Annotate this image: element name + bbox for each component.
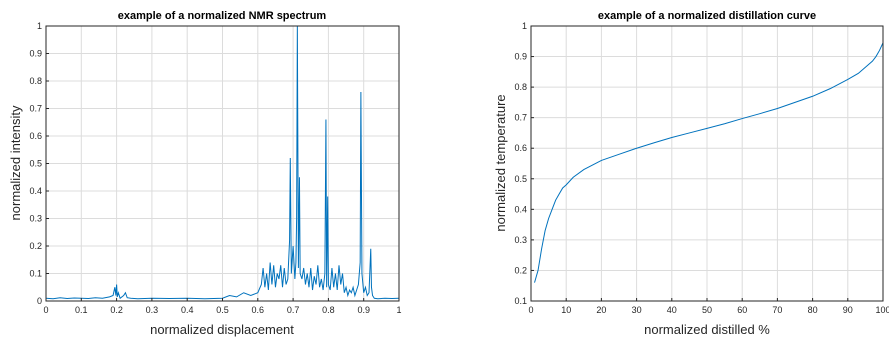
distillation-x-tick-label: 80 xyxy=(808,305,818,315)
distillation-x-tick-label: 30 xyxy=(632,305,642,315)
nmr-x-tick-label: 0.3 xyxy=(146,305,159,315)
distillation-y-tick-label: 1 xyxy=(522,21,527,31)
nmr-x-tick-label: 0 xyxy=(43,305,48,315)
distillation-x-tick-label: 60 xyxy=(737,305,747,315)
distillation-y-tick-label: 0.3 xyxy=(514,235,527,245)
distillation-axes-frame xyxy=(530,25,884,302)
nmr-spectrum-chart: 0 0.1 0.2 0.3 0.4 0.5 0.6 0.7 0.8 0.9 1 0 0.1 0.2 0.3 0… xyxy=(8,10,402,337)
nmr-grid xyxy=(45,25,400,302)
nmr-y-tick-label: 0.8 xyxy=(29,76,42,86)
distillation-x-tick-label: 90 xyxy=(843,305,853,315)
distillation-x-tick-label: 70 xyxy=(772,305,782,315)
nmr-y-tick-label: 0.4 xyxy=(29,186,42,196)
distillation-series-line xyxy=(534,42,884,283)
nmr-y-axis-label: normalized intensity xyxy=(8,105,23,220)
nmr-y-tick-label: 0.5 xyxy=(29,159,42,169)
distillation-grid xyxy=(530,25,884,302)
nmr-x-tick-label: 0.8 xyxy=(322,305,335,315)
distillation-x-tick-label: 10 xyxy=(561,305,571,315)
distillation-x-tick-label: 20 xyxy=(596,305,606,315)
nmr-x-tick-label: 0.2 xyxy=(110,305,123,315)
nmr-x-tick-label: 0.7 xyxy=(287,305,300,315)
nmr-y-tick-label: 0.2 xyxy=(29,241,42,251)
distillation-y-tick-label: 0.9 xyxy=(514,52,527,62)
nmr-x-tick-label: 1 xyxy=(396,305,401,315)
nmr-x-tick-label: 0.5 xyxy=(216,305,229,315)
distillation-x-tick-label: 100 xyxy=(875,305,889,315)
distillation-y-tick-label: 0.6 xyxy=(514,143,527,153)
nmr-y-tick-label: 0.3 xyxy=(29,214,42,224)
distillation-x-tick-label: 0 xyxy=(528,305,533,315)
distillation-x-axis-label: normalized distilled % xyxy=(644,322,770,337)
distillation-curve-chart: 0 10 20 30 40 50 60 70 80 90 100 0.1 0.2 0.3 0.4 0.5 0.6… xyxy=(493,10,889,337)
nmr-y-tick-label: 1 xyxy=(37,21,42,31)
nmr-x-tick-label: 0.1 xyxy=(75,305,88,315)
distillation-y-tick-label: 0.5 xyxy=(514,174,527,184)
distillation-ticks: 0 10 20 30 40 50 60 70 80 90 100 0.1 0.2 0.3 0.4 0.5 0.6… xyxy=(514,21,889,315)
nmr-y-tick-label: 0.7 xyxy=(29,104,42,114)
distillation-y-tick-label: 0.2 xyxy=(514,265,527,275)
nmr-x-tick-label: 0.6 xyxy=(252,305,265,315)
nmr-chart-title: example of a normalized NMR spectrum xyxy=(118,10,327,22)
nmr-y-tick-label: 0 xyxy=(37,296,42,306)
nmr-axes-frame xyxy=(45,25,400,302)
distillation-y-tick-label: 0.4 xyxy=(514,204,527,214)
nmr-y-tick-label: 0.1 xyxy=(29,269,42,279)
nmr-y-tick-label: 0.9 xyxy=(29,49,42,59)
nmr-series-line xyxy=(45,25,400,300)
distillation-y-tick-label: 0.1 xyxy=(514,296,527,306)
distillation-x-tick-label: 40 xyxy=(667,305,677,315)
nmr-x-axis-label: normalized displacement xyxy=(150,322,294,337)
distillation-chart-title: example of a normalized distillation cur… xyxy=(598,10,816,22)
nmr-x-tick-label: 0.4 xyxy=(181,305,194,315)
nmr-y-tick-label: 0.6 xyxy=(29,131,42,141)
distillation-y-tick-label: 0.7 xyxy=(514,113,527,123)
distillation-series xyxy=(534,42,884,283)
distillation-y-tick-label: 0.8 xyxy=(514,82,527,92)
nmr-series xyxy=(45,25,400,300)
distillation-x-tick-label: 50 xyxy=(702,305,712,315)
distillation-y-axis-label: normalized temperature xyxy=(493,94,508,231)
nmr-ticks: 0 0.1 0.2 0.3 0.4 0.5 0.6 0.7 0.8 0.9 1 0 0.1 0.2 0.3 0… xyxy=(29,21,401,315)
nmr-x-tick-label: 0.9 xyxy=(357,305,370,315)
